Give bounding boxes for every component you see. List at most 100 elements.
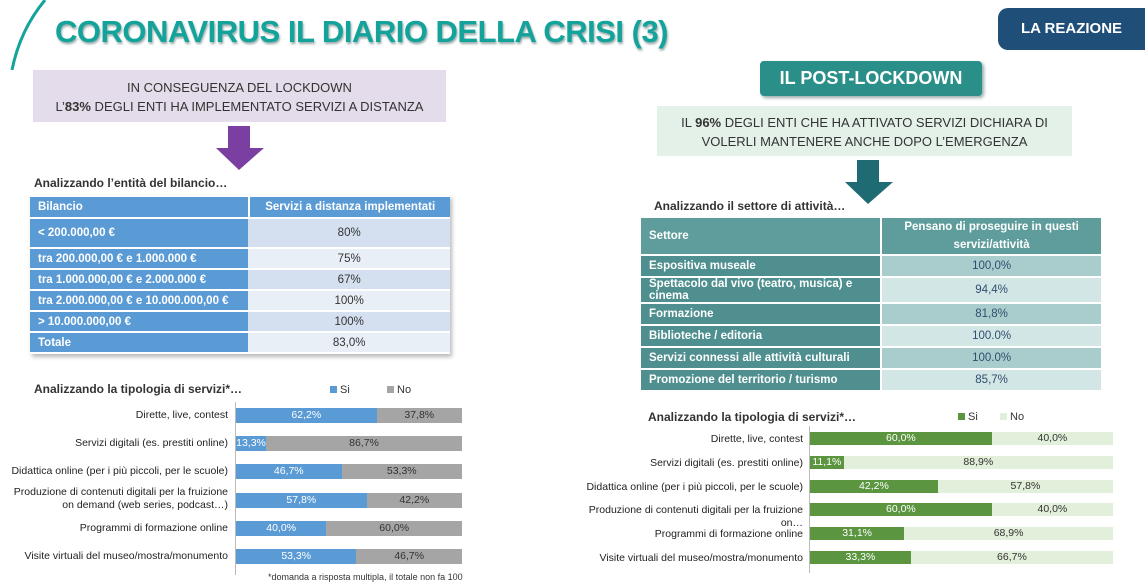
- column-header: Bilancio: [30, 197, 249, 217]
- bar-si: 46,7%: [236, 464, 342, 480]
- category-label: Dirette, live, contest: [135, 409, 228, 421]
- legend-item: Si: [958, 411, 978, 423]
- bar-no: 57,8%: [937, 479, 1113, 493]
- bar-no: 40,0%: [991, 503, 1113, 517]
- bar-no: 40,0%: [991, 432, 1113, 445]
- row-label: < 200.000,00 €: [30, 219, 249, 247]
- callout-line: VOLERLI MANTENERE ANCHE DOPO L’EMERGENZA: [701, 134, 1028, 149]
- bar-no: 66,7%: [910, 551, 1113, 564]
- bar-si: 62,2%: [236, 408, 377, 423]
- section-badge: LA REAZIONE: [998, 8, 1145, 50]
- legend-label: No: [397, 384, 412, 396]
- row-value: 75%: [248, 249, 450, 268]
- bar-no: 42,2%: [366, 492, 462, 508]
- bar-si: 53,3%: [236, 549, 357, 564]
- footnote: *domanda a risposta multipla, il totale …: [268, 572, 463, 582]
- row-value: 94,4%: [880, 278, 1101, 302]
- bar-si: 60,0%: [810, 503, 992, 517]
- row-label: Formazione: [641, 304, 881, 324]
- table-row: < 200.000,00 €80%: [30, 219, 450, 247]
- post-lockdown-title: IL POST-LOCKDOWN: [760, 61, 982, 96]
- bar-no: 46,7%: [356, 549, 462, 564]
- right-chart-caption: Analizzando la tipologia di servizi*…: [648, 410, 857, 424]
- table-row: Espositiva museale 100,0%: [641, 256, 1101, 276]
- column-header: Pensano di proseguire in questi servizi/…: [880, 218, 1101, 254]
- legend-swatch: [1000, 413, 1007, 420]
- bar-no: 86,7%: [266, 436, 462, 452]
- legend-label: Si: [968, 411, 978, 423]
- category-label: Programmi di formazione online: [654, 528, 803, 541]
- down-arrow-icon: [216, 126, 264, 170]
- row-label: tra 2.000.000,00 € e 10.000.000,00 €: [30, 291, 249, 310]
- callout-text: IL: [681, 115, 696, 130]
- callout-text: DEGLI ENTI HA IMPLEMENTATO SERVIZI A DIS…: [90, 99, 424, 114]
- legend-label: No: [1010, 411, 1025, 423]
- down-arrow-icon: [845, 160, 893, 204]
- table-row: tra 200.000,00 € e 1.000.000 €75%: [30, 249, 450, 268]
- bar-si: 33,3%: [810, 551, 911, 564]
- decorative-arc: [10, 0, 47, 70]
- bar-no: 88,9%: [843, 455, 1113, 469]
- row-label: tra 1.000.000,00 € e 2.000.000 €: [30, 270, 249, 289]
- row-value: 80%: [248, 219, 450, 247]
- sector-table: Settore Pensano di proseguire in questi s…: [641, 216, 1101, 392]
- callout-percent: 83%: [64, 99, 91, 114]
- bar-si: 31,1%: [810, 527, 905, 541]
- legend-item: No: [387, 384, 411, 396]
- row-value: 81,8%: [880, 304, 1101, 324]
- legend-swatch: [387, 386, 394, 393]
- bar-si: 60,0%: [810, 432, 992, 445]
- bar-si: 13,3%: [236, 436, 267, 452]
- category-label: Didattica online (per i più piccoli, per…: [11, 465, 228, 478]
- bar-no: 53,3%: [341, 464, 462, 480]
- left-chart-caption: Analizzando la tipologia di servizi*…: [34, 382, 243, 396]
- table-header-row: Bilancio Servizi a distanza implementati: [30, 197, 450, 217]
- row-value: 100.0%: [880, 326, 1101, 346]
- category-label: Produzione di contenuti digitali per la …: [588, 504, 803, 530]
- row-label: > 10.000.000,00 €: [30, 312, 249, 331]
- budget-caption: Analizzando l’entità del bilancio…: [34, 176, 228, 190]
- sector-caption: Analizzando il settore di attività…: [654, 199, 846, 213]
- table-row: Totale 83,0%: [30, 333, 450, 352]
- table-header-row: Settore Pensano di proseguire in questi s…: [641, 218, 1101, 254]
- category-label: Produzione di contenuti digitali per la …: [13, 485, 228, 511]
- callout-line: IN CONSEGUENZA DEL LOCKDOWN: [127, 80, 352, 95]
- row-label: tra 200.000,00 € e 1.000.000 €: [30, 249, 249, 268]
- chart-axis: [809, 426, 810, 573]
- category-label: Visite virtuali del museo/mostra/monumen…: [599, 552, 803, 564]
- category-label: Visite virtuali del museo/mostra/monumen…: [24, 550, 228, 562]
- table-row: Promozione del territorio / turismo 85,7%: [641, 370, 1101, 390]
- bar-no: 60,0%: [326, 520, 462, 536]
- legend-swatch: [958, 413, 965, 420]
- table-row: Spettacolo dal vivo (teatro, musica) e c…: [641, 278, 1101, 302]
- legend-swatch: [330, 386, 337, 393]
- column-header: Servizi a distanza implementati: [248, 197, 450, 217]
- table-row: > 10.000.000,00 €100%: [30, 312, 450, 331]
- legend-label: Si: [340, 384, 350, 396]
- bar-no: 68,9%: [904, 527, 1113, 541]
- budget-table: Bilancio Servizi a distanza implementati <…: [30, 195, 450, 354]
- table-row: Biblioteche / editoria 100.0%: [641, 326, 1101, 346]
- legend-item: Si: [330, 384, 350, 396]
- row-label: Totale: [30, 333, 249, 352]
- legend-item: No: [1000, 411, 1024, 423]
- callout-text: DEGLI ENTI CHE HA ATTIVATO SERVIZI DICHI…: [721, 115, 1048, 130]
- row-value: 100%: [248, 291, 450, 310]
- category-label: Servizi digitali (es. prestiti online): [650, 456, 803, 469]
- category-label: Programmi di formazione online: [79, 521, 228, 534]
- table-row: tra 2.000.000,00 € e 10.000.000,00 €100%: [30, 291, 450, 310]
- row-value: 100%: [248, 312, 450, 331]
- table-row: Servizi connessi alle attività culturali…: [641, 348, 1101, 368]
- callout-percent: 96%: [695, 115, 722, 130]
- category-label: Dirette, live, contest: [710, 433, 803, 445]
- chart-axis: [235, 402, 236, 576]
- row-value: 85,7%: [880, 370, 1101, 390]
- bar-si: 42,2%: [810, 479, 938, 493]
- bar-si: 40,0%: [236, 520, 327, 536]
- bar-si: 11,1%: [810, 455, 844, 469]
- row-label: Biblioteche / editoria: [641, 326, 881, 346]
- callout-text: L’: [55, 99, 65, 114]
- page-title: CORONAVIRUS IL DIARIO DELLA CRISI (3): [55, 14, 669, 49]
- lockdown-callout: IN CONSEGUENZA DEL LOCKDOWN L’83% DEGLI …: [33, 70, 446, 122]
- post-lockdown-callout: IL 96% DEGLI ENTI CHE HA ATTIVATO SERVIZ…: [657, 106, 1072, 156]
